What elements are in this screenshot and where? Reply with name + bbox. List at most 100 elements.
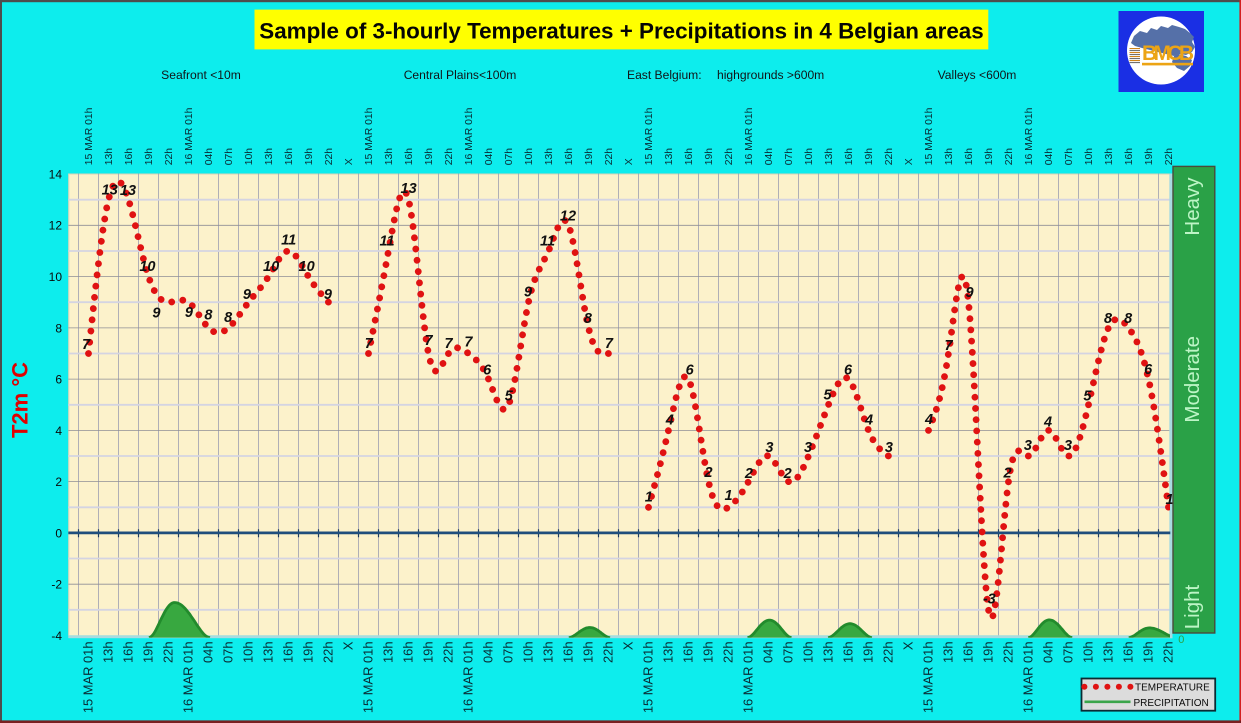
svg-text:6: 6 bbox=[55, 373, 62, 387]
svg-text:2: 2 bbox=[744, 466, 753, 482]
svg-text:Moderate: Moderate bbox=[1181, 336, 1204, 423]
svg-text:10h: 10h bbox=[244, 148, 255, 166]
svg-text:13h: 13h bbox=[821, 642, 836, 664]
svg-text:16 MAR 01h: 16 MAR 01h bbox=[1021, 642, 1036, 714]
svg-text:4: 4 bbox=[55, 424, 62, 438]
svg-text:13h: 13h bbox=[261, 642, 276, 664]
svg-text:13h: 13h bbox=[544, 148, 555, 166]
svg-text:13h: 13h bbox=[101, 642, 116, 664]
svg-text:13h: 13h bbox=[824, 148, 835, 166]
svg-text:10h: 10h bbox=[524, 148, 535, 166]
svg-text:19h: 19h bbox=[701, 642, 716, 664]
svg-text:19h: 19h bbox=[424, 148, 435, 166]
svg-text:19h: 19h bbox=[141, 642, 156, 664]
svg-text:3: 3 bbox=[804, 440, 812, 456]
svg-text:1: 1 bbox=[724, 488, 732, 504]
svg-text:9: 9 bbox=[524, 284, 532, 300]
svg-text:10: 10 bbox=[263, 259, 279, 275]
svg-text:22h: 22h bbox=[724, 148, 735, 166]
svg-text:19h: 19h bbox=[984, 148, 995, 166]
svg-text:15 MAR 01h: 15 MAR 01h bbox=[921, 642, 936, 714]
svg-text:TEMPERATURE: TEMPERATURE bbox=[1135, 683, 1210, 694]
svg-text:10: 10 bbox=[139, 259, 155, 275]
svg-text:07h: 07h bbox=[1061, 642, 1076, 664]
svg-text:13h: 13h bbox=[661, 642, 676, 664]
svg-text:6: 6 bbox=[686, 362, 695, 378]
svg-text:13h: 13h bbox=[1101, 642, 1116, 664]
svg-text:3: 3 bbox=[885, 440, 893, 456]
svg-text:15 MAR 01h: 15 MAR 01h bbox=[644, 107, 655, 165]
svg-text:13h: 13h bbox=[384, 148, 395, 166]
svg-text:8: 8 bbox=[1104, 311, 1113, 327]
svg-text:X: X bbox=[344, 158, 355, 165]
svg-text:X: X bbox=[901, 641, 916, 650]
svg-text:2: 2 bbox=[1002, 466, 1011, 482]
svg-text:8: 8 bbox=[1124, 311, 1133, 327]
svg-text:16 MAR 01h: 16 MAR 01h bbox=[181, 642, 196, 714]
svg-text:16h: 16h bbox=[1121, 642, 1136, 664]
svg-text:13h: 13h bbox=[104, 148, 115, 166]
svg-text:22h: 22h bbox=[161, 642, 176, 664]
svg-text:X: X bbox=[341, 641, 356, 650]
svg-text:2: 2 bbox=[783, 466, 792, 482]
svg-text:19h: 19h bbox=[301, 642, 316, 664]
svg-text:16h: 16h bbox=[684, 148, 695, 166]
svg-text:3: 3 bbox=[765, 440, 773, 456]
svg-text:2: 2 bbox=[703, 465, 712, 481]
svg-text:04h: 04h bbox=[761, 642, 776, 664]
svg-text:15 MAR 01h: 15 MAR 01h bbox=[361, 642, 376, 714]
svg-text:16h: 16h bbox=[404, 148, 415, 166]
svg-text:X: X bbox=[624, 158, 635, 165]
svg-text:15 MAR 01h: 15 MAR 01h bbox=[641, 642, 656, 714]
svg-text:10: 10 bbox=[299, 259, 315, 275]
svg-text:8: 8 bbox=[55, 321, 62, 335]
svg-text:16h: 16h bbox=[121, 642, 136, 664]
svg-text:-2: -2 bbox=[51, 578, 62, 592]
svg-text:3: 3 bbox=[1024, 438, 1032, 454]
svg-text:12: 12 bbox=[560, 209, 576, 225]
svg-text:22h: 22h bbox=[324, 148, 335, 166]
svg-text:7: 7 bbox=[444, 336, 453, 352]
svg-text:19h: 19h bbox=[304, 148, 315, 166]
svg-text:10: 10 bbox=[49, 270, 63, 284]
svg-text:X: X bbox=[904, 158, 915, 165]
svg-text:4: 4 bbox=[665, 413, 674, 429]
svg-text:16 MAR 01h: 16 MAR 01h bbox=[464, 107, 475, 165]
svg-text:15 MAR 01h: 15 MAR 01h bbox=[364, 107, 375, 165]
svg-text:07h: 07h bbox=[501, 642, 516, 664]
svg-text:16 MAR 01h: 16 MAR 01h bbox=[741, 642, 756, 714]
svg-text:7: 7 bbox=[365, 336, 374, 352]
svg-text:10h: 10h bbox=[804, 148, 815, 166]
svg-text:04h: 04h bbox=[1044, 148, 1055, 166]
svg-text:5: 5 bbox=[823, 387, 832, 403]
svg-text:10h: 10h bbox=[521, 642, 536, 664]
svg-text:11: 11 bbox=[281, 233, 296, 249]
svg-text:7: 7 bbox=[82, 337, 91, 353]
svg-text:22h: 22h bbox=[881, 642, 896, 664]
svg-text:6: 6 bbox=[1144, 362, 1153, 378]
svg-text:16h: 16h bbox=[281, 642, 296, 664]
svg-text:Central Plains<100m: Central Plains<100m bbox=[404, 68, 517, 82]
svg-text:-3: -3 bbox=[983, 591, 996, 607]
svg-text:Valleys <600m: Valleys <600m bbox=[938, 68, 1017, 82]
svg-text:19h: 19h bbox=[704, 148, 715, 166]
svg-text:8: 8 bbox=[204, 307, 213, 323]
svg-text:0: 0 bbox=[55, 526, 62, 540]
svg-text:0: 0 bbox=[1178, 634, 1184, 646]
svg-text:07h: 07h bbox=[1064, 148, 1075, 166]
svg-text:15 MAR 01h: 15 MAR 01h bbox=[84, 107, 95, 165]
svg-text:13h: 13h bbox=[941, 642, 956, 664]
svg-text:22h: 22h bbox=[601, 642, 616, 664]
svg-text:11: 11 bbox=[540, 233, 555, 249]
svg-text:16h: 16h bbox=[564, 148, 575, 166]
svg-text:04h: 04h bbox=[764, 148, 775, 166]
svg-text:16h: 16h bbox=[561, 642, 576, 664]
svg-text:10h: 10h bbox=[801, 642, 816, 664]
svg-text:X: X bbox=[621, 641, 636, 650]
svg-text:16 MAR 01h: 16 MAR 01h bbox=[1024, 107, 1035, 165]
svg-text:East Belgium:: East Belgium: bbox=[627, 68, 702, 82]
svg-text:16 MAR 01h: 16 MAR 01h bbox=[744, 107, 755, 165]
svg-text:22h: 22h bbox=[1001, 642, 1016, 664]
svg-text:22h: 22h bbox=[884, 148, 895, 166]
svg-text:04h: 04h bbox=[484, 148, 495, 166]
